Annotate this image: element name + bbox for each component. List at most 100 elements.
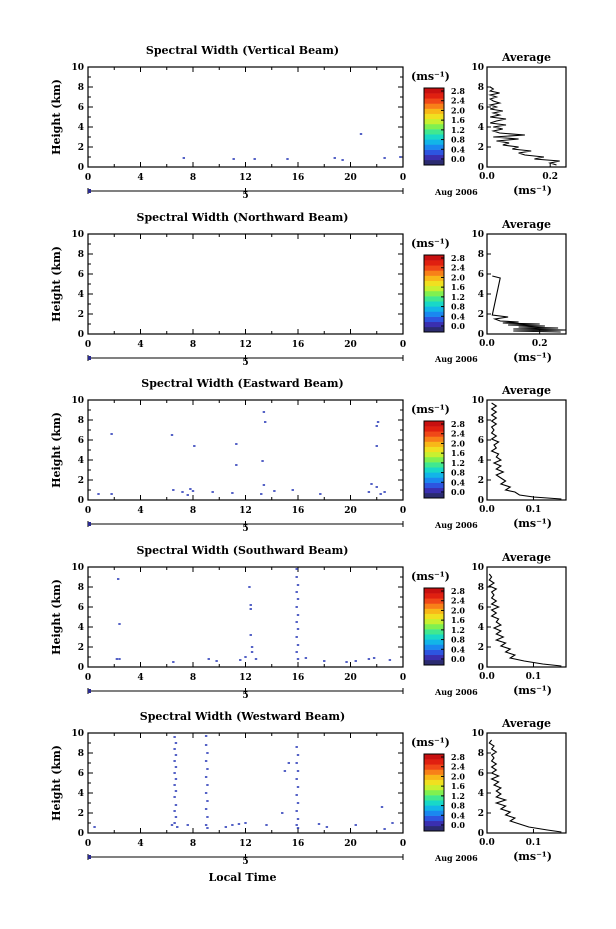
average-frame <box>486 399 567 501</box>
average-title: Average <box>501 384 551 397</box>
colorbar-segment <box>424 805 444 811</box>
x-tick-label: 20 <box>344 673 357 683</box>
y-tick-label: 2 <box>78 476 84 486</box>
colorbar-segment <box>424 603 444 609</box>
data-point <box>174 766 178 768</box>
colorbar-unit: (ms⁻¹) <box>411 70 450 83</box>
average-y-tick-label: 10 <box>471 396 484 406</box>
colorbar-segment <box>424 118 444 125</box>
data-point <box>204 760 208 762</box>
colorbar-segment <box>424 326 444 333</box>
x-tick-label: 20 <box>344 340 357 350</box>
colorbar-segment <box>424 436 444 442</box>
colorbar-segment <box>424 456 444 463</box>
x-tick-label: 16 <box>292 173 305 183</box>
date-bar-marker <box>88 522 91 526</box>
colorbar-segment <box>424 321 444 328</box>
colorbar-tick-label: 0.8 <box>451 468 465 478</box>
x-tick-label: 0 <box>85 173 91 183</box>
colorbar-tick-label: 2.4 <box>451 596 465 606</box>
data-point <box>173 810 176 812</box>
data-point <box>295 810 298 812</box>
data-point <box>383 157 386 159</box>
y-tick-label: 8 <box>78 583 84 593</box>
data-point <box>345 661 348 663</box>
data-point <box>204 776 208 778</box>
colorbar-frame <box>423 753 445 832</box>
data-point <box>376 421 380 423</box>
average-y-tick-label: 6 <box>478 103 484 113</box>
data-point <box>295 778 298 780</box>
x-tick-label: 4 <box>137 340 143 350</box>
data-point <box>367 658 371 660</box>
data-point <box>250 646 254 648</box>
colorbar-segment <box>424 800 444 806</box>
data-point <box>110 433 113 435</box>
x-tick-label: 0 <box>400 340 406 350</box>
date-label: Aug 2006 <box>434 520 478 530</box>
x-tick-label: 20 <box>344 506 357 516</box>
date-bar-marker <box>88 855 91 859</box>
y-tick-label: 0 <box>78 829 84 839</box>
x-tick-label: 0 <box>85 340 91 350</box>
data-point <box>388 659 392 661</box>
data-point <box>110 493 113 495</box>
colorbar-segment <box>424 421 444 427</box>
average-x-label: (ms⁻¹) <box>513 351 552 364</box>
data-point <box>375 445 378 447</box>
colorbar-unit: (ms⁻¹) <box>411 736 450 749</box>
data-point <box>231 824 234 826</box>
colorbar-segment <box>424 129 444 135</box>
data-point <box>295 591 298 593</box>
colorbar-tick-label: 2.0 <box>451 438 465 448</box>
data-point <box>211 491 214 493</box>
x-tick-label: 20 <box>344 839 357 849</box>
date-bar-marker <box>88 356 91 360</box>
data-point <box>248 586 251 588</box>
average-x-tick-label: 0.0 <box>479 672 495 682</box>
data-point <box>173 736 176 738</box>
data-point <box>181 491 184 493</box>
data-point <box>174 804 178 806</box>
date-marker: 5 <box>242 191 248 201</box>
colorbar-segment <box>424 270 444 276</box>
colorbar-segment <box>424 103 444 109</box>
average-y-tick-label: 0 <box>478 829 484 839</box>
colorbar-tick-label: 0.4 <box>451 644 465 654</box>
data-point <box>116 578 120 580</box>
x-tick-label: 12 <box>239 506 252 516</box>
colorbar-segment <box>424 754 444 760</box>
data-point <box>93 826 96 828</box>
colorbar-segment <box>424 644 444 650</box>
average-x-tick-label: 0.0 <box>479 339 495 349</box>
data-point <box>173 748 176 750</box>
colorbar-segment <box>424 477 444 483</box>
data-point <box>323 660 326 662</box>
colorbar-segment <box>424 441 444 447</box>
average-y-tick-label: 4 <box>478 789 484 799</box>
average-x-tick-label: 0.0 <box>479 505 495 515</box>
panel-4: Spectral Width (Westward Beam) 0 2 4 6 8 10 Hei… <box>50 710 567 884</box>
data-point <box>370 483 373 485</box>
date-marker: 5 <box>242 524 248 534</box>
date-bar-marker <box>88 189 91 193</box>
colorbar-tick-label: 0.4 <box>451 311 465 321</box>
data-point <box>383 491 386 493</box>
data-point <box>189 488 192 490</box>
panel-0: Spectral Width (Vertical Beam) 0 2 4 6 8 10 Hei… <box>50 44 567 201</box>
plot-frame <box>87 566 404 668</box>
average-x-tick-label: 0.0 <box>479 838 495 848</box>
data-point <box>317 823 321 825</box>
y-tick-label: 10 <box>71 396 84 406</box>
average-y-tick-label: 10 <box>471 563 484 573</box>
colorbar-tick-label: 2.8 <box>451 253 465 263</box>
colorbar-tick-label: 1.6 <box>451 115 465 125</box>
average-y-tick-label: 4 <box>478 290 484 300</box>
colorbar-unit: (ms⁻¹) <box>411 403 450 416</box>
data-point <box>260 493 263 495</box>
data-point <box>206 784 209 786</box>
colorbar-segment <box>424 779 444 786</box>
data-point <box>296 786 300 788</box>
y-tick-label: 4 <box>78 456 84 466</box>
plot-frame <box>87 399 404 501</box>
